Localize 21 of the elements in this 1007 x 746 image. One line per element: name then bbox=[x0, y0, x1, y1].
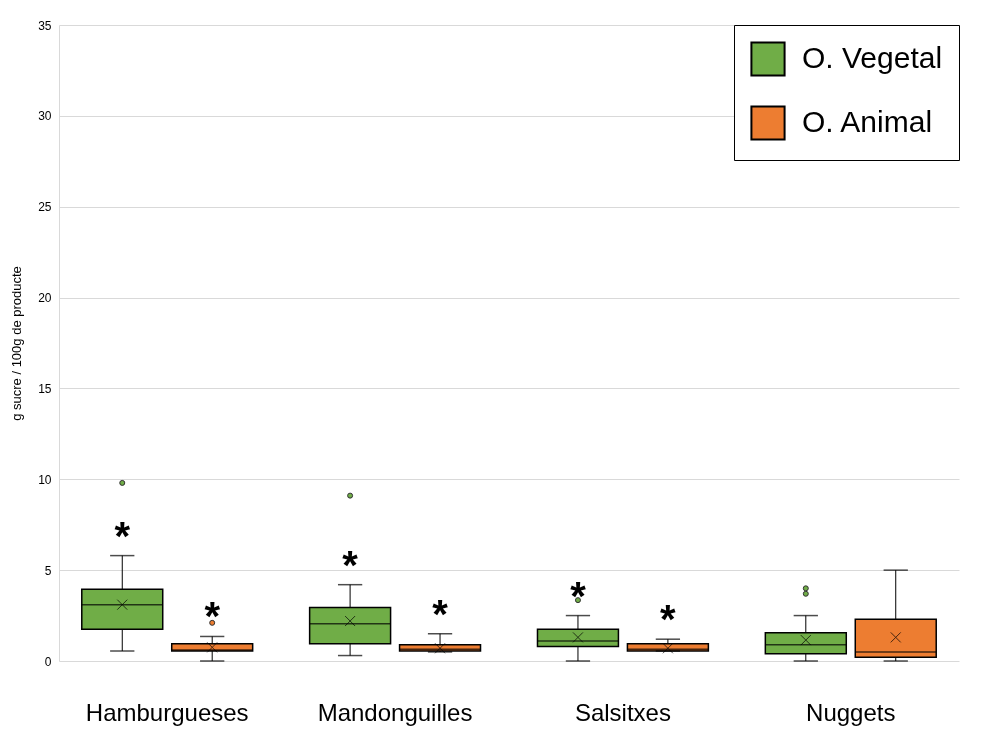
x-tick-label: Mandonguilles bbox=[317, 698, 473, 726]
annotation: * bbox=[342, 542, 359, 587]
annotation: * bbox=[204, 594, 221, 639]
legend-label: O. Animal bbox=[802, 105, 933, 138]
x-tick-label: Nuggets bbox=[806, 698, 896, 726]
x-tick-label: Hamburgueses bbox=[85, 698, 249, 726]
y-tick-label: 30 bbox=[38, 109, 52, 124]
y-tick-label: 35 bbox=[38, 18, 52, 33]
y-tick-label: 20 bbox=[38, 291, 52, 306]
y-tick-label: 15 bbox=[38, 381, 52, 396]
y-tick-label: 5 bbox=[44, 563, 52, 578]
y-tick-label: 25 bbox=[38, 200, 52, 215]
annotation: * bbox=[114, 513, 131, 558]
x-tick-label: Salsitxes bbox=[574, 698, 671, 726]
y-tick-label: 0 bbox=[44, 654, 52, 669]
annotation: * bbox=[660, 597, 677, 642]
y-axis-title: g sucre / 100g de producte bbox=[9, 266, 25, 421]
legend-label: O. Vegetal bbox=[802, 41, 943, 74]
y-tick-label: 10 bbox=[38, 472, 52, 487]
annotation: * bbox=[432, 591, 449, 636]
annotation: * bbox=[570, 573, 587, 618]
